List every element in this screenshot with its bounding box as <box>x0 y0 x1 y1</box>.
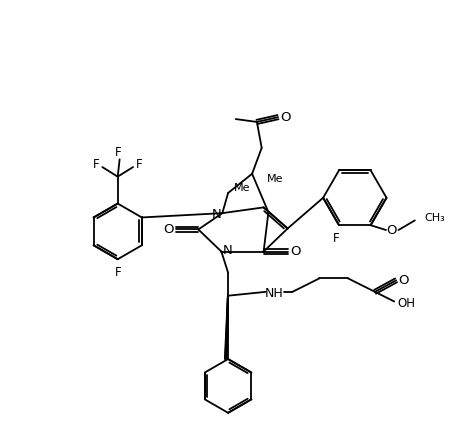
Text: N: N <box>222 244 232 257</box>
Text: NH: NH <box>265 287 284 300</box>
Text: F: F <box>333 232 339 245</box>
Text: F: F <box>114 266 121 279</box>
Text: O: O <box>163 223 174 236</box>
Text: Me: Me <box>234 183 251 193</box>
Text: OH: OH <box>398 297 416 310</box>
Text: O: O <box>280 111 291 124</box>
Text: O: O <box>386 223 397 236</box>
Text: N: N <box>212 207 221 220</box>
Text: O: O <box>290 245 301 258</box>
Text: F: F <box>136 158 142 171</box>
Text: Me: Me <box>266 174 283 184</box>
Text: F: F <box>115 146 122 159</box>
Text: O: O <box>398 274 409 287</box>
Text: CH₃: CH₃ <box>425 213 445 223</box>
Text: F: F <box>93 158 100 171</box>
